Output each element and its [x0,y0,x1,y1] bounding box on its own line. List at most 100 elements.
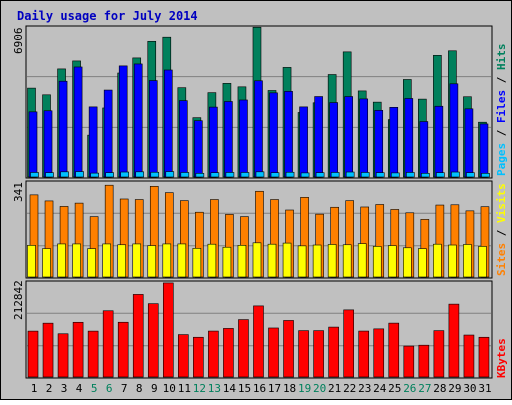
kbytes-bar-day-23 [358,330,370,378]
x-tick-label-day-23: 23 [358,382,371,395]
kbytes-bar-day-15 [238,319,249,378]
sites-bar-day-15 [237,244,247,278]
kbytes-bar-day-13 [208,330,219,378]
pages-bar-day-13 [210,172,220,178]
pages-bar-day-30 [466,172,475,178]
sites-bar-day-5 [87,248,96,278]
sites-bar-day-31 [478,246,487,278]
kbytes-bar-day-30 [463,334,475,378]
kbytes-bar-day-22 [343,309,354,378]
kbytes-bar-day-2 [42,322,54,378]
x-tick-label-day-31: 31 [478,382,491,395]
sites-bar-day-8 [132,243,142,278]
files-bar-day-19 [299,106,308,178]
kbytes-bar-day-28 [433,330,445,378]
kbytes-bar-day-24 [373,328,385,378]
sites-bar-day-30 [463,244,472,278]
pages-bar-day-11 [180,172,190,178]
sites-bar-day-29 [448,244,457,278]
files-bar-day-4 [73,66,83,178]
x-tick-label-day-16: 16 [253,382,266,395]
files-bar-day-6 [103,89,113,178]
files-bar-day-31 [479,123,489,178]
kbytes-bar-day-29 [448,303,460,378]
pages-bar-day-3 [60,171,69,178]
files-bar-day-5 [88,106,98,178]
x-tick-label-day-10: 10 [163,382,176,395]
kbytes-bar-day-17 [268,327,279,378]
x-tick-label-day-19: 19 [298,382,311,395]
sites-bar-day-20 [312,244,322,278]
sites-bar-day-17 [267,243,277,278]
sites-bar-day-14 [222,246,232,278]
middle-panel-ymax-label: 341 [12,182,25,202]
x-tick-label-day-22: 22 [343,382,356,395]
kbytes-bar-day-8 [132,294,144,378]
pages-bar-day-29 [451,171,460,178]
sites-bar-day-25 [387,245,397,278]
sites-bar-day-11 [177,243,187,278]
legend-visits: Visits [495,183,508,223]
x-tick-label-day-15: 15 [238,382,251,395]
x-tick-label-day-12: 12 [193,382,206,395]
pages-bar-day-22 [345,171,355,178]
x-tick-label-day-24: 24 [373,382,387,395]
x-tick-label-day-6: 6 [106,382,113,395]
x-tick-label-day-25: 25 [388,382,401,395]
x-axis-labels: 1 2 3 4 5 6 7 8 9 10 11 12 13 14 15 16 17 18 19 20 21 22 23 24 2… [31,382,492,395]
x-tick-label-day-20: 20 [313,382,326,395]
kbytes-bar-day-19 [298,330,309,378]
sites-bar-day-2 [42,248,51,278]
sites-bar-day-24 [372,246,382,278]
files-bar-day-14 [224,101,233,178]
sites-bar-day-1 [27,244,36,278]
pages-bar-day-24 [375,172,385,178]
legend-sep-3: / [495,223,508,243]
kbytes-bar-day-6 [102,310,114,378]
files-bar-day-12 [194,120,203,178]
pages-bar-day-2 [45,172,54,178]
files-bar-day-9 [148,80,158,178]
pages-bar-day-1 [30,172,39,178]
pages-bar-day-27 [421,173,430,178]
sites-bar-day-6 [102,243,111,278]
kbytes-bar-day-25 [388,322,400,378]
files-bar-day-24 [374,110,384,178]
pages-bar-day-19 [300,172,310,178]
sites-bar-day-4 [72,243,81,278]
x-tick-label-day-3: 3 [61,382,68,395]
x-tick-label-day-30: 30 [463,382,476,395]
top-panel-ymax-label: 6906 [12,28,25,55]
x-tick-label-day-28: 28 [433,382,446,395]
pages-bar-day-7 [120,171,129,178]
files-bar-day-23 [359,98,369,178]
pages-bar-day-8 [135,171,145,178]
pages-bar-day-9 [150,171,160,178]
files-bar-day-30 [464,108,474,178]
sites-bar-day-23 [357,243,367,278]
files-bar-day-3 [58,80,68,178]
x-tick-label-day-17: 17 [268,382,281,395]
pages-bar-day-16 [255,171,265,178]
files-bar-day-22 [344,96,353,178]
x-tick-label-day-4: 4 [76,382,83,395]
files-bar-day-10 [163,69,173,178]
bottom-panel-ymax-label: 212842 [12,280,25,320]
sites-bar-day-13 [207,243,217,278]
pages-bar-day-25 [390,172,400,178]
sites-bar-day-19 [297,245,307,278]
pages-bar-day-23 [360,172,370,178]
files-bar-day-25 [389,107,399,178]
pages-bar-day-14 [225,172,235,178]
x-tick-label-day-2: 2 [46,382,53,395]
pages-bar-day-31 [481,173,490,178]
x-tick-label-day-11: 11 [178,382,191,395]
top-panel-legend: Pages / Files / Hits [495,44,508,177]
pages-bar-day-17 [270,172,280,178]
sites-bar-day-16 [252,242,262,278]
kbytes-bar-day-12 [193,336,204,378]
sites-bar-day-21 [327,244,337,278]
sites-bar-day-12 [192,248,202,278]
files-bar-day-28 [434,105,444,178]
